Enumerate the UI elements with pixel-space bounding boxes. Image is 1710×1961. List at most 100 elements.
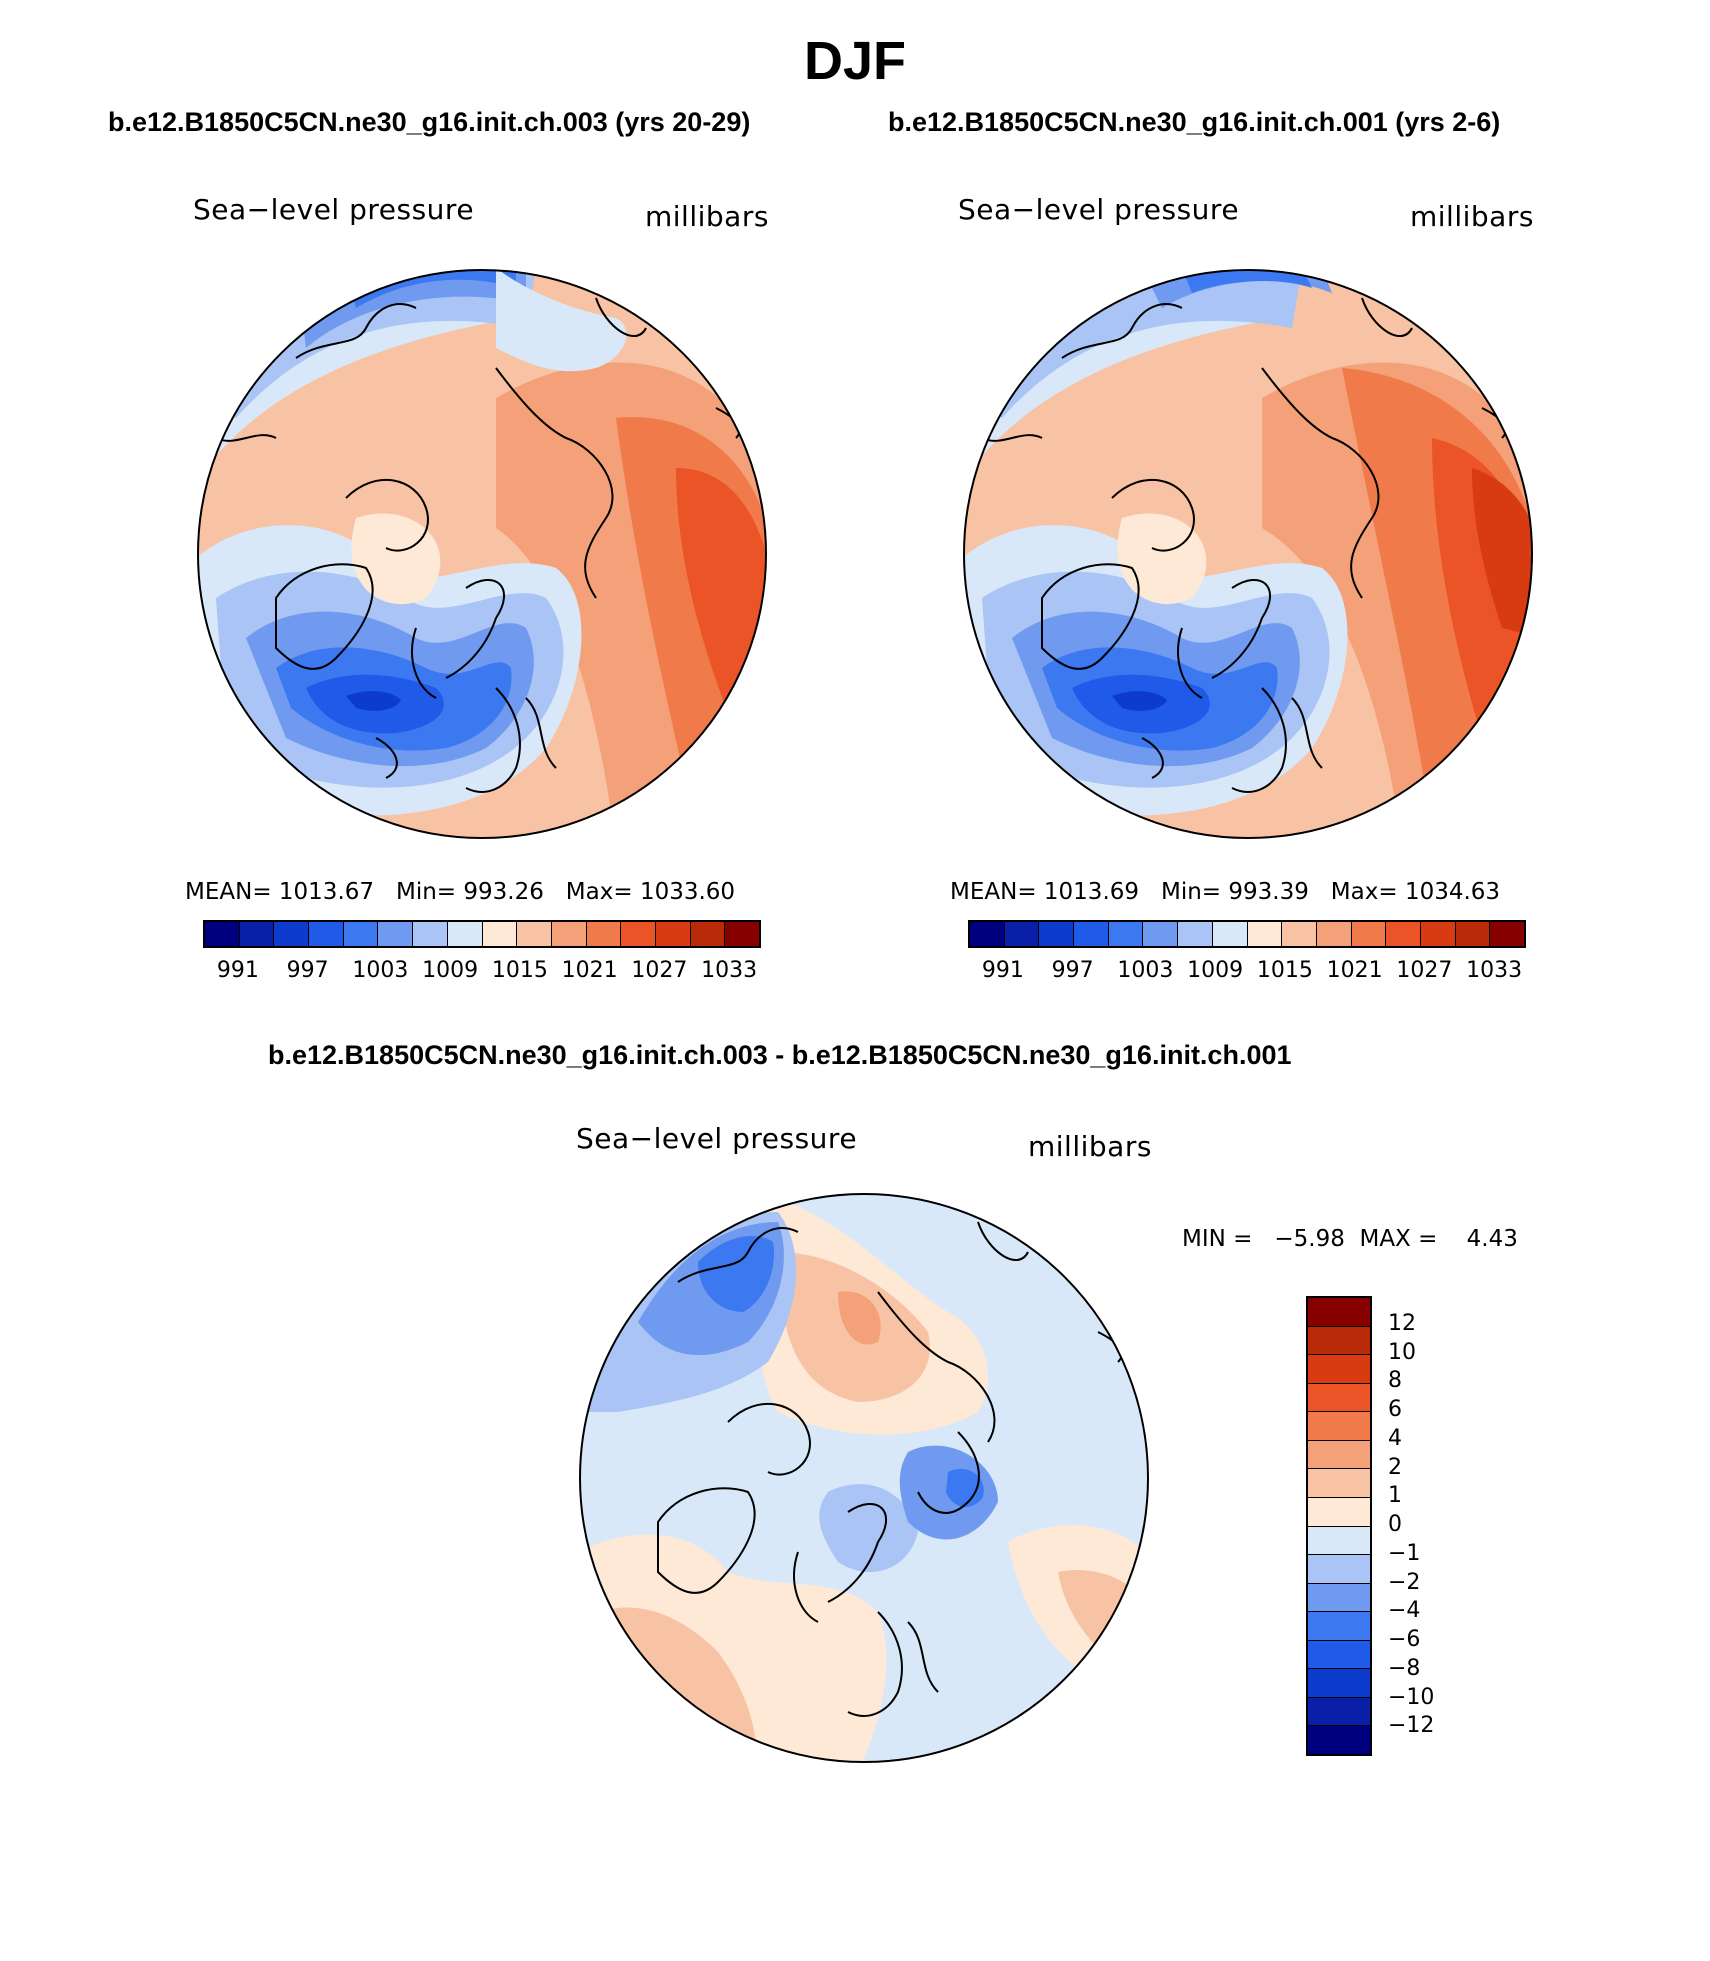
left-colorbar-box [725,922,759,946]
left-colorbar-tick: 1015 [491,958,548,983]
figure-title: DJF [803,31,906,91]
right-colorbar-box [1039,922,1075,946]
diff-max-label: MAX = [1359,1226,1438,1252]
left-max-label: Max= [565,879,633,905]
diff-colorbar-tick: −12 [1388,1713,1435,1739]
diff-colorbar-box [1308,1697,1370,1727]
left-polar-map [197,269,767,839]
right-colorbar-box [1004,922,1040,946]
right-max-label: Max= [1330,879,1398,905]
right-colorbar-ticks: 991 997 1003 1009 1015 1021 1027 1033 [968,958,1526,988]
left-colorbar-box [413,922,448,946]
right-colorbar-box [1108,922,1144,946]
diff-colorbar-box [1308,1383,1370,1413]
diff-colorbar-ticks: 12 10 8 6 4 2 1 0 −1 −2 −4 −6 −8 −10 −12 [1388,1296,1468,1756]
left-colorbar-tick: 1009 [422,958,479,983]
right-colorbar-box [1386,922,1421,946]
right-min-value: 993.39 [1228,879,1309,905]
diff-colorbar-tick: 4 [1388,1425,1402,1451]
right-mean-value: 1013.69 [1043,879,1140,905]
left-colorbar-box [655,922,691,946]
right-colorbar-box [970,922,1005,946]
diff-colorbar-tick: −1 [1388,1540,1421,1566]
diff-colorbar-box [1308,1555,1370,1584]
diff-polar-map [579,1193,1149,1763]
diff-min-value: −5.98 [1274,1226,1345,1252]
diff-colorbar-tick: 8 [1388,1368,1402,1394]
diff-colorbar-box [1308,1640,1370,1670]
right-colorbar-tick: 1033 [1466,958,1523,983]
left-mean-label: MEAN= [185,879,272,905]
diff-colorbar-box [1308,1526,1370,1556]
right-colorbar-box [1178,922,1213,946]
diff-stats: MIN = −5.98 MAX = 4.43 [1182,1226,1518,1252]
right-colorbar-box [1316,922,1352,946]
diff-units-label: millibars [1028,1130,1152,1163]
diff-colorbar-tick: 6 [1388,1397,1402,1422]
right-colorbar-box [1143,922,1179,946]
left-units-label: millibars [645,200,769,233]
left-variable-label: Sea−level pressure [193,193,475,226]
right-polar-map [963,269,1533,839]
right-colorbar-tick: 991 [981,958,1024,983]
diff-colorbar-tick: 0 [1388,1512,1402,1537]
diff-colorbar-tick: −4 [1388,1598,1421,1624]
right-colorbar-box [1212,922,1248,946]
left-colorbar-tick: 1033 [701,958,758,983]
diff-colorbar-tick: 12 [1388,1310,1416,1336]
right-units-label: millibars [1410,200,1534,233]
left-colorbar-ticks: 991 997 1003 1009 1015 1021 1027 1033 [203,958,761,988]
left-colorbar-tick: 1021 [561,958,618,983]
right-colorbar [968,920,1526,948]
diff-colorbar-box [1308,1583,1370,1613]
diff-colorbar-tick: −2 [1388,1569,1421,1595]
right-colorbar-box [1490,922,1524,946]
diff-colorbar-tick: 2 [1388,1454,1402,1480]
diff-colorbar-box [1308,1469,1370,1498]
right-colorbar-box [1351,922,1387,946]
diff-colorbar-box [1308,1612,1370,1641]
diff-max-value: 4.43 [1466,1226,1518,1252]
left-colorbar-box [690,922,726,946]
right-panel-subtitle: b.e12.B1850C5CN.ne30_g16.init.ch.001 (yr… [888,107,1501,137]
left-mean-value: 1013.67 [278,879,375,905]
diff-colorbar-box [1308,1497,1370,1527]
diff-colorbar-tick: −8 [1388,1655,1421,1681]
right-colorbar-box [1420,922,1456,946]
left-panel-subtitle: b.e12.B1850C5CN.ne30_g16.init.ch.003 (yr… [108,107,751,137]
left-colorbar-tick: 1003 [352,958,409,983]
left-colorbar-box [274,922,310,946]
right-colorbar-box [1455,922,1491,946]
left-colorbar-box [621,922,656,946]
diff-colorbar-box [1308,1440,1370,1470]
right-colorbar-box [1282,922,1317,946]
left-colorbar-box [447,922,483,946]
left-colorbar-box [309,922,344,946]
right-colorbar-tick: 1015 [1256,958,1313,983]
left-min-value: 993.26 [463,879,544,905]
left-colorbar-tick: 1027 [631,958,688,983]
left-colorbar-tick: 991 [216,958,259,983]
right-colorbar-tick: 1027 [1396,958,1453,983]
diff-colorbar-tick: −10 [1388,1684,1435,1710]
right-colorbar-tick: 1009 [1187,958,1244,983]
left-colorbar-box [205,922,240,946]
diff-colorbar [1306,1296,1372,1756]
diff-colorbar-box [1308,1669,1370,1698]
diff-min-label: MIN = [1182,1226,1253,1252]
left-colorbar [203,920,761,948]
left-colorbar-box [239,922,275,946]
diff-colorbar-box [1308,1298,1370,1327]
diff-variable-label: Sea−level pressure [576,1122,858,1155]
left-colorbar-box [551,922,587,946]
left-colorbar-box [482,922,518,946]
diff-colorbar-box [1308,1326,1370,1356]
diff-colorbar-tick: −6 [1388,1627,1421,1652]
diff-colorbar-box [1308,1726,1370,1754]
left-colorbar-tick: 997 [286,958,329,983]
diff-colorbar-tick: 10 [1388,1339,1416,1365]
left-min-label: Min= [395,879,457,905]
right-mean-label: MEAN= [950,879,1037,905]
left-stats: MEAN= 1013.67 Min= 993.26 Max= 1033.60 [185,879,735,905]
left-colorbar-box [586,922,622,946]
